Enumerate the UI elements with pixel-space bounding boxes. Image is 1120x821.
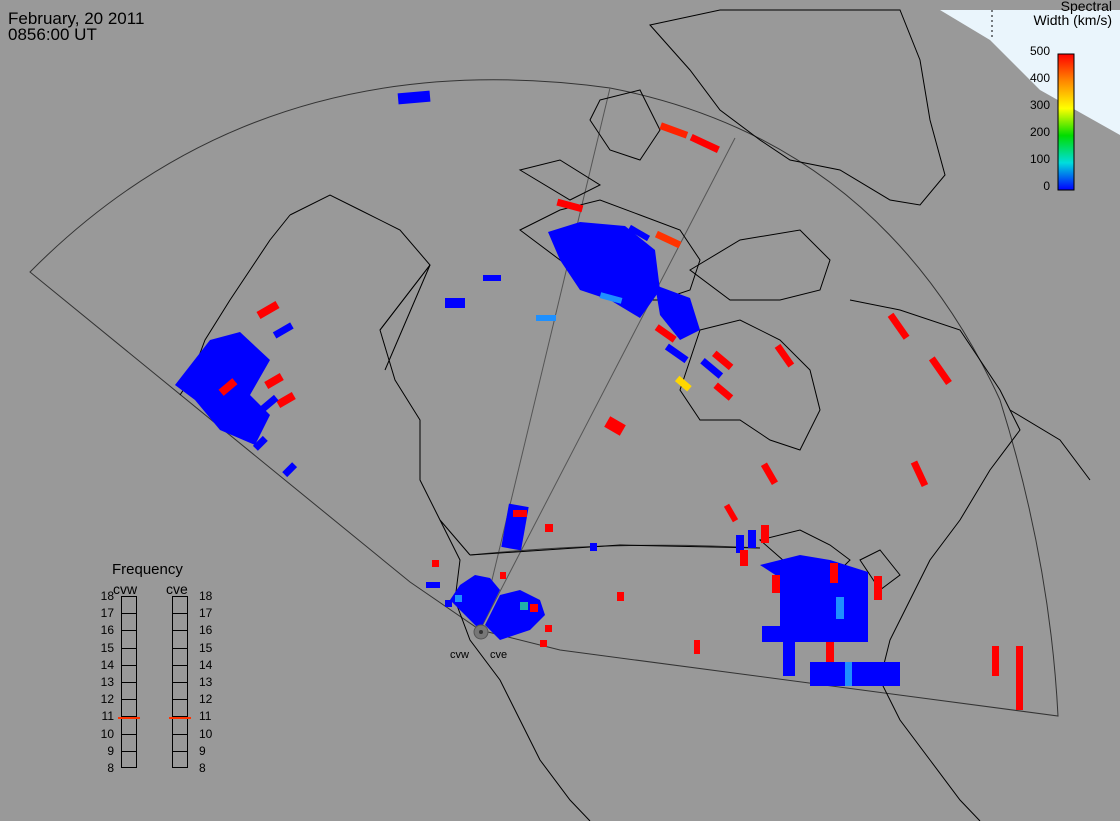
- radar-label-cvw: cvw: [450, 649, 469, 661]
- colorbar-tick-label: 300: [1029, 98, 1050, 112]
- latitude-line: [469, 544, 761, 556]
- frequency-gridline: [121, 664, 137, 666]
- frequency-tick-label: 8: [107, 761, 114, 775]
- frequency-gridline: [121, 733, 137, 735]
- frequency-tick-label: 16: [100, 623, 114, 638]
- frequency-tick-label: 8: [199, 761, 206, 775]
- frequency-gridline: [121, 630, 137, 632]
- radar-label-cve: cve: [490, 649, 507, 661]
- frequency-gridline: [172, 750, 188, 752]
- frequency-tick-label: 17: [100, 606, 114, 621]
- colorbar-tick-label: 0: [1043, 179, 1050, 193]
- frequency-gridline: [172, 630, 188, 632]
- frequency-tick-label: 16: [199, 623, 213, 638]
- scatter-cells-north: [397, 90, 952, 488]
- radar-site-center: [479, 630, 483, 634]
- colorbar-gradient: [1057, 53, 1075, 191]
- scatter-cells-local: [426, 503, 553, 647]
- daylight-region: [940, 10, 1120, 135]
- colorbar-tick-label: 400: [1029, 71, 1050, 85]
- frequency-tick-label: 15: [100, 640, 114, 655]
- frequency-tick-label: 18: [100, 589, 114, 603]
- colorbar-title: Spectral Width (km/s): [1033, 0, 1112, 27]
- frequency-tick-label: 14: [199, 657, 213, 672]
- frequency-gridline: [121, 647, 137, 649]
- frequency-gridline: [172, 647, 188, 649]
- frequency-tick-label: 12: [199, 692, 213, 707]
- fov-beam-left: [479, 87, 611, 631]
- scatter-cells-west: [175, 301, 298, 478]
- colorbar-title-line1: Spectral: [1060, 0, 1112, 14]
- frequency-tick-label: 13: [100, 675, 114, 689]
- time-label: 0856:00 UT: [8, 25, 97, 44]
- frequency-tick-label: 9: [107, 743, 114, 758]
- frequency-tick-label: 18: [199, 589, 213, 603]
- frequency-tick-label: 17: [199, 606, 213, 621]
- scatter-cells-east: [590, 503, 1023, 710]
- colorbar-tick-label: 500: [1029, 44, 1050, 58]
- colorbar-tick-label: 200: [1029, 125, 1050, 139]
- fov-beam-right: [479, 137, 736, 631]
- frequency-gridline: [121, 716, 137, 718]
- frequency-tick-label: 9: [199, 743, 206, 758]
- frequency-tick-label: 10: [199, 726, 213, 741]
- frequency-marker-cvw: [118, 717, 140, 720]
- frequency-tick-label: 11: [101, 709, 114, 724]
- colorbar-tick-label: 100: [1029, 152, 1050, 166]
- frequency-gridline: [121, 682, 137, 683]
- frequency-tick-label: 13: [199, 675, 213, 689]
- frequency-tick-label: 11: [199, 709, 212, 724]
- frequency-gridline: [121, 613, 137, 615]
- frequency-gridline: [172, 699, 188, 701]
- frequency-title: Frequency: [112, 561, 183, 578]
- frequency-gridline: [121, 750, 137, 752]
- date-label: February, 20 2011: [8, 9, 145, 28]
- frequency-tick-label: 15: [199, 640, 213, 655]
- frequency-gridline: [121, 699, 137, 701]
- frequency-gridline: [172, 733, 188, 735]
- frequency-gridline: [172, 664, 188, 666]
- frequency-tick-label: 10: [100, 726, 114, 741]
- coastlines: [179, 9, 1091, 821]
- fov-outline: [29, 79, 1059, 717]
- frequency-radar-label-cvw: cvw: [113, 581, 138, 597]
- frequency-marker-cve: [169, 717, 191, 720]
- frequency-gridline: [172, 682, 188, 683]
- frequency-tick-label: 12: [100, 692, 114, 707]
- colorbar-title-line2: Width (km/s): [1033, 12, 1112, 28]
- frequency-radar-label-cve: cve: [166, 581, 188, 597]
- frequency-tick-label: 14: [100, 657, 114, 672]
- frequency-gridline: [172, 716, 188, 718]
- frequency-gridline: [172, 613, 188, 615]
